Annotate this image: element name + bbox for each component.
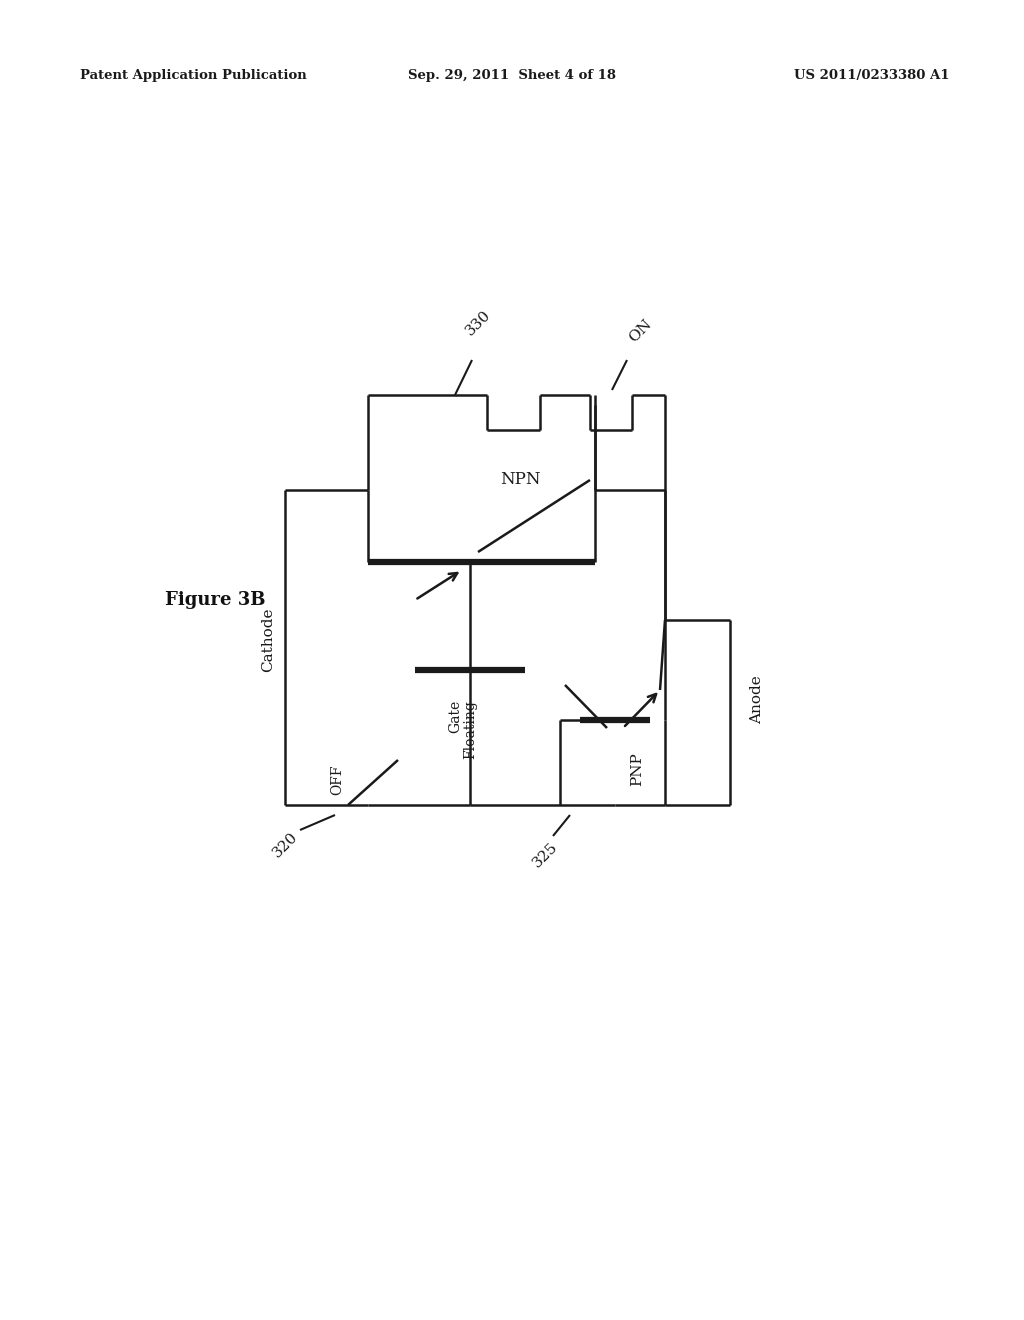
Text: PNP: PNP: [630, 752, 644, 785]
Text: 320: 320: [269, 830, 300, 861]
Text: Sep. 29, 2011  Sheet 4 of 18: Sep. 29, 2011 Sheet 4 of 18: [408, 69, 616, 82]
Text: Figure 3B: Figure 3B: [165, 591, 265, 609]
Text: US 2011/0233380 A1: US 2011/0233380 A1: [795, 69, 950, 82]
Text: Floating: Floating: [463, 700, 477, 759]
Text: 325: 325: [529, 840, 560, 870]
Text: Gate: Gate: [449, 700, 462, 733]
Text: OFF: OFF: [330, 764, 344, 795]
Text: 330: 330: [463, 308, 494, 338]
Text: Patent Application Publication: Patent Application Publication: [80, 69, 307, 82]
Text: ON: ON: [626, 317, 654, 345]
Text: NPN: NPN: [500, 471, 541, 488]
Text: Anode: Anode: [750, 676, 764, 725]
Text: Cathode: Cathode: [261, 607, 275, 672]
